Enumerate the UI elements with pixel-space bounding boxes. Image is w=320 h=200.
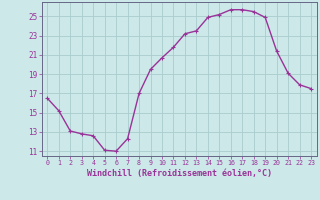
- X-axis label: Windchill (Refroidissement éolien,°C): Windchill (Refroidissement éolien,°C): [87, 169, 272, 178]
